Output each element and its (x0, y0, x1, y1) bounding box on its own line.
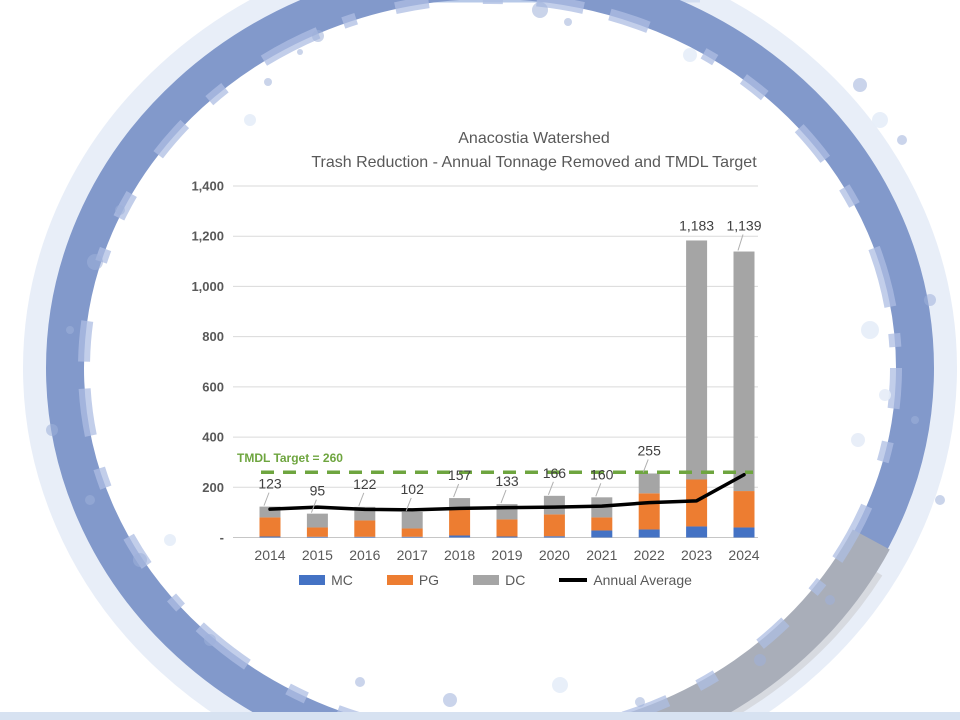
bar-2018-dc (449, 498, 471, 509)
legend-label-annual-average: Annual Average (593, 572, 692, 588)
data-label-2021: 160 (590, 466, 614, 482)
x-axis-label-2020: 2020 (539, 547, 570, 563)
bar-2020-dc (543, 495, 565, 515)
data-label-2019: 133 (495, 473, 519, 489)
legend-label-dc: DC (505, 572, 526, 588)
legend-label-mc: MC (331, 572, 353, 588)
data-label-2018: 157 (448, 467, 472, 483)
data-label-2015: 95 (310, 483, 326, 499)
bar-2015-pg (306, 527, 328, 537)
y-axis-label-1400: 1,400 (191, 179, 224, 194)
x-axis-label-2014: 2014 (254, 547, 285, 563)
bar-2017-pg (401, 528, 423, 537)
bar-2022-mc (638, 529, 660, 538)
x-axis-label-2016: 2016 (349, 547, 380, 563)
legend-label-pg: PG (418, 572, 440, 588)
ring-main (46, 0, 934, 720)
bar-2022-pg (638, 493, 660, 530)
chart-legend: MC PG DC Annual Average (233, 572, 758, 588)
y-axis-label-400: 400 (202, 430, 224, 445)
bar-2018-pg (449, 508, 471, 536)
bar-2023-mc (686, 526, 708, 538)
x-axis-label-2024: 2024 (728, 547, 759, 563)
bar-2014-pg (259, 517, 281, 537)
chart-title: Anacostia Watershed Trash Reduction - An… (254, 127, 814, 175)
bar-2023-pg (686, 479, 708, 527)
bar-2014-dc (259, 506, 281, 518)
legend-swatch-mc (299, 575, 326, 585)
bar-2024-dc (733, 251, 755, 492)
bar-2019-pg (496, 519, 518, 537)
label-leader-line-2018 (453, 483, 460, 498)
bar-2017-dc (401, 511, 423, 529)
y-axis-label-0: - (220, 530, 224, 545)
bar-2024-pg (733, 491, 755, 528)
label-leader-line-2016 (358, 492, 365, 507)
label-leader-line-2024 (737, 234, 744, 251)
legend-item-annual-average: Annual Average (559, 572, 692, 588)
bar-2016-pg (354, 520, 376, 537)
bar-2021-pg (591, 517, 613, 531)
y-axis-label-1000: 1,000 (191, 279, 224, 294)
x-axis-label-2023: 2023 (681, 547, 712, 563)
chart-title-line1: Anacostia Watershed (458, 130, 610, 147)
y-axis-label-1200: 1,200 (191, 229, 224, 244)
y-axis-label-800: 800 (202, 329, 224, 344)
bar-2015-mc (306, 536, 328, 538)
label-leader-line-2019 (500, 489, 507, 504)
x-axis-label-2019: 2019 (491, 547, 522, 563)
label-leader-line-2020 (547, 481, 554, 496)
data-label-2016: 122 (353, 476, 377, 492)
x-axis-label-2017: 2017 (397, 547, 428, 563)
annual-average-line (268, 472, 746, 512)
bar-2023-dc (686, 240, 708, 480)
bar-2017-mc (401, 536, 423, 538)
label-leader-line-2014 (263, 492, 270, 506)
label-leader-line-2021 (595, 483, 602, 497)
data-label-2014: 123 (258, 476, 282, 492)
bar-2024-mc (733, 527, 755, 538)
legend-swatch-dc (473, 575, 500, 585)
y-axis-label-600: 600 (202, 379, 224, 394)
legend-item-pg: PG (386, 572, 440, 588)
bar-2019-mc (496, 536, 518, 538)
bar-2022-dc (638, 473, 660, 494)
data-label-2023: 1,183 (679, 217, 714, 233)
data-label-2017: 102 (401, 481, 425, 497)
label-leader-line-2022 (642, 459, 649, 473)
bar-2018-mc (449, 535, 471, 538)
bar-2015-dc (306, 513, 328, 528)
data-label-2022: 255 (638, 442, 662, 458)
legend-item-mc: MC (299, 572, 353, 588)
bar-2016-mc (354, 536, 376, 538)
x-axis-label-2022: 2022 (634, 547, 665, 563)
label-leader-line-2017 (405, 497, 412, 512)
tmdl-target-label: TMDL Target = 260 (237, 451, 343, 465)
data-label-2020: 166 (543, 465, 567, 481)
bar-2020-pg (543, 514, 565, 537)
label-leader-line-2015 (310, 499, 317, 513)
legend-swatch-annual-average (559, 578, 588, 582)
x-axis-label-2018: 2018 (444, 547, 475, 563)
x-axis-label-2021: 2021 (586, 547, 617, 563)
ring-speckle-texture (78, 0, 902, 720)
legend-item-dc: DC (473, 572, 525, 588)
bar-2020-mc (543, 536, 565, 538)
data-label-2024: 1,139 (726, 217, 761, 233)
bottom-accent-bar (0, 712, 960, 720)
legend-swatch-pg (386, 575, 413, 585)
bar-2014-mc (259, 536, 281, 538)
y-axis-label-200: 200 (202, 480, 224, 495)
x-axis-label-2015: 2015 (302, 547, 333, 563)
chart-title-line2: Trash Reduction - Annual Tonnage Removed… (311, 154, 757, 171)
bar-2021-mc (591, 530, 613, 538)
paint-splatter-light (164, 48, 891, 693)
paint-splatter (46, 2, 945, 707)
